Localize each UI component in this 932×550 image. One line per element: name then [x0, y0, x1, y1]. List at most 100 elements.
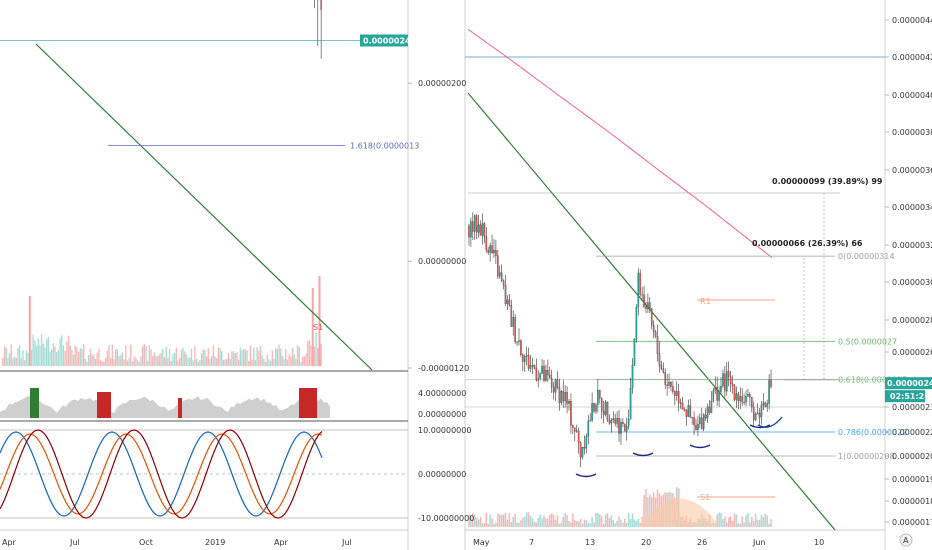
left-volume-bar	[271, 350, 273, 366]
left-volume-bar	[25, 350, 28, 366]
left-volume-bar	[180, 349, 183, 366]
right-volume-bar	[554, 519, 557, 527]
left-volume-bar	[192, 360, 194, 366]
left-volume-bar	[125, 345, 127, 366]
right-y-tick-label: 0.00000174	[892, 518, 932, 527]
left-volume-bar	[13, 356, 16, 366]
left-volume-bar	[15, 357, 17, 366]
right-volume-bar	[612, 519, 615, 527]
right-candle-body	[760, 404, 763, 418]
left-volume-bar	[52, 343, 55, 366]
right-volume-bar	[575, 520, 578, 527]
right-volume-bar	[479, 517, 482, 527]
right-volume-bar	[752, 520, 755, 527]
left-volume-bar	[202, 349, 204, 366]
left-volume-bar	[232, 351, 235, 366]
right-volume-bar	[564, 512, 566, 527]
right-candle-body	[762, 402, 765, 406]
right-volume-bar	[629, 518, 632, 527]
left-volume-bar	[116, 349, 119, 366]
right-candle-body	[525, 355, 528, 357]
left-volume-bar	[113, 359, 115, 366]
right-candle-body	[522, 354, 524, 362]
right-candle-body	[672, 386, 674, 392]
left-volume-bar	[120, 354, 122, 366]
right-volume-bar	[637, 519, 640, 527]
right-candle-body	[683, 408, 686, 411]
left-volume-bar	[301, 356, 304, 366]
left-s1-label: S1	[313, 323, 323, 332]
left-volume-bar	[216, 358, 218, 366]
left-volume-bar	[71, 349, 73, 366]
right-candle-body	[710, 401, 713, 413]
right-candle-body	[727, 371, 730, 377]
right-candle-body	[627, 419, 630, 427]
right-candle-body	[666, 384, 668, 386]
right-volume-bar	[537, 518, 539, 527]
right-y-tick-label: 0.00000380	[892, 128, 932, 137]
right-volume-bar	[627, 512, 630, 527]
left-volume-bar	[67, 335, 70, 366]
left-x-tick-label: Oct	[139, 538, 153, 547]
right-candle-body	[475, 215, 478, 233]
left-volume-bar	[39, 345, 41, 366]
right-y-tick-label: 0.00000420	[892, 53, 932, 62]
left-volume-bar	[7, 357, 9, 366]
right-candle-body	[687, 405, 690, 417]
left-volume-bar	[280, 348, 282, 366]
right-candle-body	[770, 380, 772, 387]
left-indicator-red	[178, 398, 182, 418]
right-volume-bar	[579, 518, 582, 527]
right-volume-bar	[583, 519, 586, 527]
right-candle-body	[643, 294, 645, 307]
left-osc-tick: -10.00000000	[418, 514, 474, 523]
right-volume-bar	[599, 514, 601, 527]
right-fib-label: 0.786(0.0000022	[838, 428, 907, 437]
right-candle-body	[564, 392, 566, 402]
left-volume-bar	[79, 347, 81, 366]
right-volume-bar	[762, 516, 765, 527]
right-volume-bar	[625, 522, 628, 527]
right-candle-body	[622, 422, 624, 425]
left-price-panel: 0(0.00000690)0.5(0.00000518)0.618(0.0000…	[0, 0, 419, 371]
left-volume-bar	[290, 356, 292, 366]
right-candle-body	[670, 382, 672, 387]
right-candle-body	[577, 430, 580, 443]
right-candle-body	[695, 425, 697, 430]
right-r1-label: R1	[700, 297, 711, 306]
right-y-tick-label: 0.00000360	[892, 166, 932, 175]
right-candle-body	[523, 356, 526, 362]
right-candle-body	[608, 419, 611, 424]
right-volume-bar	[768, 523, 770, 527]
right-candle-body	[614, 418, 616, 424]
left-price-tag-bg	[360, 34, 408, 47]
right-y-tick-label: 0.00000440	[892, 16, 932, 25]
right-y-tick-label: 0.00000265	[892, 348, 932, 357]
right-candle-body	[535, 368, 538, 381]
left-volume-bar	[84, 358, 87, 366]
right-volume-bar	[735, 514, 738, 527]
left-volume-bar	[179, 357, 181, 366]
left-volume-bar	[104, 357, 107, 366]
left-osc-blue	[0, 431, 323, 517]
right-volume-bar	[550, 513, 553, 527]
right-volume-bar	[545, 518, 547, 527]
auto-scale-button[interactable]	[899, 533, 913, 547]
left-volume-bar	[205, 356, 208, 366]
right-ma-line	[467, 28, 773, 258]
right-volume-bar	[754, 514, 757, 527]
left-volume-bar	[177, 360, 179, 366]
right-candle-body	[756, 412, 759, 415]
left-volume-bar	[253, 347, 255, 366]
right-candle-body	[531, 365, 534, 367]
left-volume-bar	[57, 350, 60, 366]
right-candle-body	[618, 418, 620, 434]
right-volume-bar	[727, 517, 730, 527]
right-candle-body	[749, 394, 751, 398]
right-candle-body	[599, 389, 601, 399]
left-volume-bar	[30, 349, 33, 366]
left-volume-bar	[185, 353, 188, 366]
right-candle-body	[726, 371, 728, 392]
left-volume-bar	[251, 359, 253, 366]
right-candle-body	[635, 306, 638, 340]
